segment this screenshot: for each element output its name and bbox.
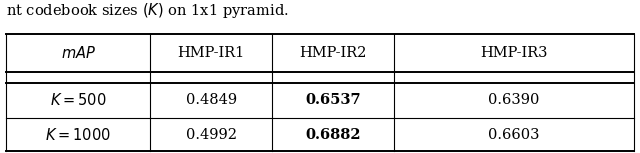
Text: 0.4992: 0.4992 (186, 128, 237, 142)
Text: HMP-IR1: HMP-IR1 (177, 46, 245, 60)
Text: 0.4849: 0.4849 (186, 93, 237, 107)
Text: $K = 500$: $K = 500$ (50, 92, 107, 108)
Text: 0.6882: 0.6882 (305, 128, 360, 142)
Text: $K = 1000$: $K = 1000$ (45, 127, 111, 143)
Text: $mAP$: $mAP$ (61, 45, 96, 61)
Text: 0.6390: 0.6390 (488, 93, 540, 107)
Text: nt codebook sizes $(K)$ on 1x1 pyramid.: nt codebook sizes $(K)$ on 1x1 pyramid. (6, 1, 289, 20)
Text: 0.6603: 0.6603 (488, 128, 540, 142)
Text: HMP-IR3: HMP-IR3 (480, 46, 547, 60)
Text: HMP-IR2: HMP-IR2 (299, 46, 367, 60)
Text: 0.6537: 0.6537 (305, 93, 360, 107)
